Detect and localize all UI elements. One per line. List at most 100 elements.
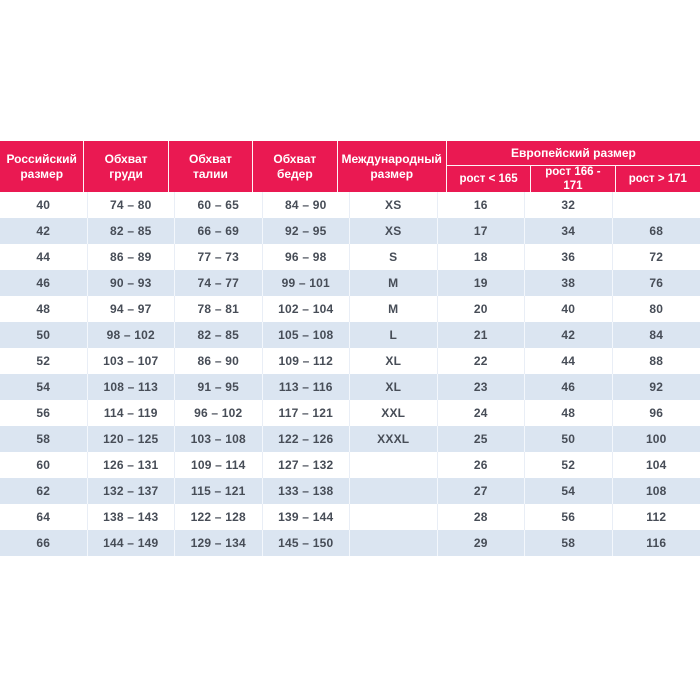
table-cell: 116	[646, 536, 667, 550]
table-row: 52 103 – 107 86 – 90 109 – 112 XL 22 44 88	[0, 348, 700, 374]
table-cell: 84	[649, 328, 664, 342]
table-row: 66 144 – 149 129 – 134 145 – 150 29 58 116	[0, 530, 700, 556]
table-cell: 74 – 80	[88, 192, 175, 218]
table-cell: 88	[649, 354, 664, 368]
table-cell: 60 – 65	[175, 192, 263, 218]
header-chest-label: Обхват груди	[104, 151, 148, 181]
table-cell: XXXL	[350, 426, 438, 452]
table-cell: 86 – 90	[175, 348, 263, 374]
table-cell: 56	[0, 400, 88, 426]
table-row: 40 74 – 80 60 – 65 84 – 90 XS 16 32	[0, 192, 700, 218]
table-cell: 28	[438, 504, 525, 530]
table-cell: 68	[649, 224, 664, 238]
header-russian-size-label: Российский размер	[6, 151, 77, 181]
table-cell: 58	[525, 530, 613, 556]
header-waist: Обхват талии	[169, 141, 254, 192]
table-cell: 94 – 97	[88, 296, 175, 322]
table-cell: 127 – 132	[263, 452, 350, 478]
header-chest: Обхват груди	[84, 141, 169, 192]
table-cell: 46	[525, 374, 613, 400]
table-cell: 24	[438, 400, 525, 426]
table-cell: XS	[350, 192, 438, 218]
table-cell: 113 – 116	[263, 374, 350, 400]
table-cell: 115 – 121	[175, 478, 263, 504]
table-cell	[350, 504, 438, 530]
table-cell: 102 – 104	[263, 296, 350, 322]
table-cell: 44	[0, 244, 88, 270]
table-cell: 38	[525, 270, 613, 296]
header-international-size: Международный размер	[338, 141, 447, 192]
table-cell: XL	[350, 348, 438, 374]
table-header: Российский размер Обхват груди Обхват та…	[0, 141, 700, 192]
table-cell: 26	[438, 452, 525, 478]
table-row: 64 138 – 143 122 – 128 139 – 144 28 56 112	[0, 504, 700, 530]
table-cell: 120 – 125	[88, 426, 175, 452]
table-row: 42 82 – 85 66 – 69 92 – 95 XS 17 34 68	[0, 218, 700, 244]
table-row: 54 108 – 113 91 – 95 113 – 116 XL 23 46 92	[0, 374, 700, 400]
table-cell: XS	[350, 218, 438, 244]
table-cell: 16	[438, 192, 525, 218]
table-cell: 138 – 143	[88, 504, 175, 530]
table-cell: 42	[0, 218, 88, 244]
table-cell: 103 – 108	[175, 426, 263, 452]
table-cell: 114 – 119	[88, 400, 175, 426]
table-row: 58 120 – 125 103 – 108 122 – 126 XXXL 25 50 100	[0, 426, 700, 452]
table-cell: 92	[649, 380, 664, 394]
header-waist-label: Обхват талии	[188, 151, 232, 181]
table-cell: 103 – 107	[88, 348, 175, 374]
header-height-166-171: рост 166 - 171	[531, 165, 616, 192]
table-cell	[350, 478, 438, 504]
table-cell: 96 – 98	[263, 244, 350, 270]
table-cell: 50	[525, 426, 613, 452]
table-cell: 82 – 85	[88, 218, 175, 244]
table-cell: 80	[649, 302, 664, 316]
table-cell: 21	[438, 322, 525, 348]
table-cell: 36	[525, 244, 613, 270]
table-cell: 139 – 144	[263, 504, 350, 530]
table-cell: 100	[645, 432, 667, 446]
table-cell: 60	[0, 452, 88, 478]
table-cell: M	[350, 296, 438, 322]
table-row: 60 126 – 131 109 – 114 127 – 132 26 52 104	[0, 452, 700, 478]
table-row: 48 94 – 97 78 – 81 102 – 104 M 20 40 80	[0, 296, 700, 322]
table-cell: 108 – 113	[88, 374, 175, 400]
table-cell: 22	[438, 348, 525, 374]
table-cell: XL	[350, 374, 438, 400]
table-row: 56 114 – 119 96 – 102 117 – 121 XXL 24 48 96	[0, 400, 700, 426]
table-cell: 25	[438, 426, 525, 452]
table-cell: 40	[0, 192, 88, 218]
header-height-166-171-label: рост 166 - 171	[545, 165, 601, 192]
table-cell: 112	[646, 510, 667, 524]
table-cell: 74 – 77	[175, 270, 263, 296]
table-cell: 133 – 138	[263, 478, 350, 504]
table-cell: 66 – 69	[175, 218, 263, 244]
table-cell: 42	[525, 322, 613, 348]
table-cell: 108	[645, 484, 667, 498]
table-row: 46 90 – 93 74 – 77 99 – 101 M 19 38 76	[0, 270, 700, 296]
table-cell: 64	[0, 504, 88, 530]
table-cell: 23	[438, 374, 525, 400]
table-cell: L	[350, 322, 438, 348]
table-cell: 52	[0, 348, 88, 374]
table-cell: 40	[525, 296, 613, 322]
table-cell: 96 – 102	[175, 400, 263, 426]
table-cell: 105 – 108	[263, 322, 350, 348]
table-cell: XXL	[350, 400, 438, 426]
table-cell: 52	[525, 452, 613, 478]
header-international-size-label: Международный размер	[341, 151, 442, 181]
table-cell: 82 – 85	[175, 322, 263, 348]
table-cell: 109 – 114	[175, 452, 263, 478]
table-cell: 78 – 81	[175, 296, 263, 322]
table-cell: 66	[0, 530, 88, 556]
size-chart-table: Российский размер Обхват груди Обхват та…	[0, 141, 700, 556]
table-cell: 77 – 73	[175, 244, 263, 270]
table-cell: 117 – 121	[263, 400, 350, 426]
table-cell: 72	[649, 250, 664, 264]
table-cell: 56	[525, 504, 613, 530]
table-cell: 19	[438, 270, 525, 296]
table-row: 62 132 – 137 115 – 121 133 – 138 27 54 108	[0, 478, 700, 504]
table-cell: 54	[0, 374, 88, 400]
table-cell: 98 – 102	[88, 322, 175, 348]
table-cell	[613, 192, 700, 218]
